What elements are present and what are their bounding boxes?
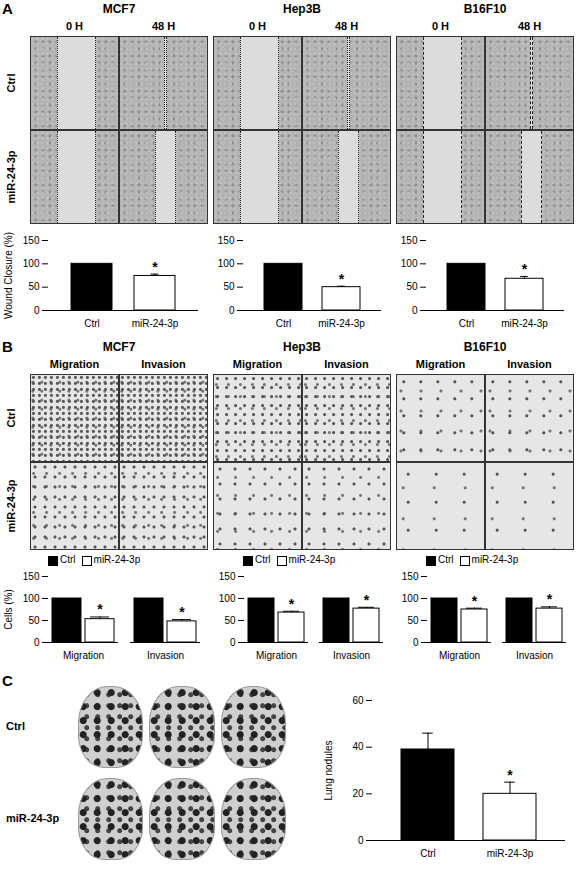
svg-text:150: 150 — [23, 235, 40, 246]
svg-text:20: 20 — [352, 788, 364, 799]
html-text:Ctrl: Ctrl — [438, 554, 454, 566]
svg-text:0: 0 — [413, 637, 419, 648]
html-text:Invasion: Invasion — [324, 358, 369, 370]
svg-text:Ctrl: Ctrl — [420, 848, 436, 859]
svg-text:Wound Closure (%): Wound Closure (%) — [3, 232, 14, 319]
svg-text:Invasion: Invasion — [516, 650, 553, 661]
svg-text:50: 50 — [406, 281, 418, 292]
html-text:Migration: Migration — [232, 358, 283, 370]
html-text:Ctrl: Ctrl — [255, 554, 271, 566]
svg-text:*: * — [522, 261, 528, 277]
html-text:miR-24-3p: miR-24-3p — [93, 554, 141, 566]
svg-text:Invasion: Invasion — [147, 650, 184, 661]
svg-text:miR-24-3p: miR-24-3p — [487, 848, 534, 859]
svg-text:150: 150 — [402, 571, 419, 582]
svg-text:Migration: Migration — [63, 650, 104, 661]
html-text:Migration: Migration — [49, 358, 100, 370]
svg-text:0: 0 — [229, 305, 235, 316]
html-text:MCF7: MCF7 — [102, 2, 136, 16]
html-text:Ctrl: Ctrl — [5, 73, 17, 93]
html-text:miR-24-3p: miR-24-3p — [288, 554, 336, 566]
svg-text:miR-24-3p: miR-24-3p — [318, 318, 365, 329]
svg-text:50: 50 — [28, 281, 40, 292]
svg-text:Migration: Migration — [439, 650, 480, 661]
html-text:0 H: 0 H — [65, 20, 84, 32]
html-text:B16F10: B16F10 — [463, 2, 507, 16]
svg-text:150: 150 — [401, 235, 418, 246]
html-text:Migration: Migration — [415, 358, 466, 370]
svg-text:100: 100 — [402, 593, 419, 604]
svg-text:*: * — [289, 596, 295, 612]
svg-text:miR-24-3p: miR-24-3p — [132, 318, 179, 329]
svg-text:Migration: Migration — [256, 650, 297, 661]
html-text:0 H: 0 H — [248, 20, 267, 32]
svg-text:*: * — [547, 591, 553, 607]
svg-text:Invasion: Invasion — [333, 650, 370, 661]
html-text:0 H: 0 H — [431, 20, 450, 32]
svg-text:100: 100 — [218, 258, 235, 269]
svg-text:Ctrl: Ctrl — [276, 318, 292, 329]
html-text:B16F10: B16F10 — [463, 340, 507, 354]
svg-text:0: 0 — [34, 637, 40, 648]
svg-text:100: 100 — [23, 258, 40, 269]
html-text:miR-24-3p: miR-24-3p — [5, 479, 17, 533]
svg-text:150: 150 — [23, 571, 40, 582]
svg-text:50: 50 — [223, 281, 235, 292]
svg-text:60: 60 — [352, 695, 364, 706]
html-text:A: A — [2, 0, 13, 17]
svg-text:100: 100 — [23, 593, 40, 604]
svg-text:100: 100 — [401, 258, 418, 269]
svg-text:0: 0 — [34, 305, 40, 316]
html-text:C: C — [2, 672, 13, 689]
html-text:miR-24-3p: miR-24-3p — [471, 554, 519, 566]
html-text:Hep3B: Hep3B — [283, 340, 321, 354]
html-text:48 H: 48 H — [334, 20, 359, 32]
svg-text:miR-24-3p: miR-24-3p — [501, 318, 548, 329]
svg-text:Ctrl: Ctrl — [459, 318, 475, 329]
svg-text:100: 100 — [219, 593, 236, 604]
html-text:MCF7: MCF7 — [102, 340, 136, 354]
svg-text:150: 150 — [218, 235, 235, 246]
html-text:Ctrl: Ctrl — [5, 408, 17, 428]
svg-text:50: 50 — [407, 615, 419, 626]
svg-text:0: 0 — [230, 637, 236, 648]
svg-text:50: 50 — [28, 615, 40, 626]
html-text:Invasion: Invasion — [141, 358, 186, 370]
svg-text:Lung nodules: Lung nodules — [323, 740, 334, 800]
html-text:48 H: 48 H — [151, 20, 176, 32]
html-text:Invasion: Invasion — [507, 358, 552, 370]
svg-text:*: * — [152, 259, 158, 275]
svg-text:*: * — [472, 593, 478, 609]
html-text:Hep3B: Hep3B — [283, 2, 321, 16]
svg-text:Cells (%): Cells (%) — [3, 589, 14, 630]
html-text:48 H: 48 H — [517, 20, 542, 32]
svg-text:0: 0 — [358, 835, 364, 846]
svg-text:50: 50 — [224, 615, 236, 626]
svg-text:0: 0 — [412, 305, 418, 316]
svg-text:40: 40 — [352, 741, 364, 752]
svg-text:*: * — [339, 271, 345, 287]
svg-text:Ctrl: Ctrl — [84, 318, 100, 329]
svg-text:*: * — [364, 592, 370, 608]
svg-text:*: * — [97, 601, 103, 617]
svg-text:*: * — [507, 767, 513, 783]
html-text:B: B — [2, 338, 13, 355]
html-text:Ctrl: Ctrl — [6, 720, 25, 732]
html-text:Ctrl: Ctrl — [60, 554, 76, 566]
svg-text:*: * — [179, 604, 185, 620]
html-text:miR-24-3p: miR-24-3p — [6, 812, 60, 824]
svg-text:150: 150 — [219, 571, 236, 582]
html-text:miR-24-3p: miR-24-3p — [5, 150, 17, 204]
